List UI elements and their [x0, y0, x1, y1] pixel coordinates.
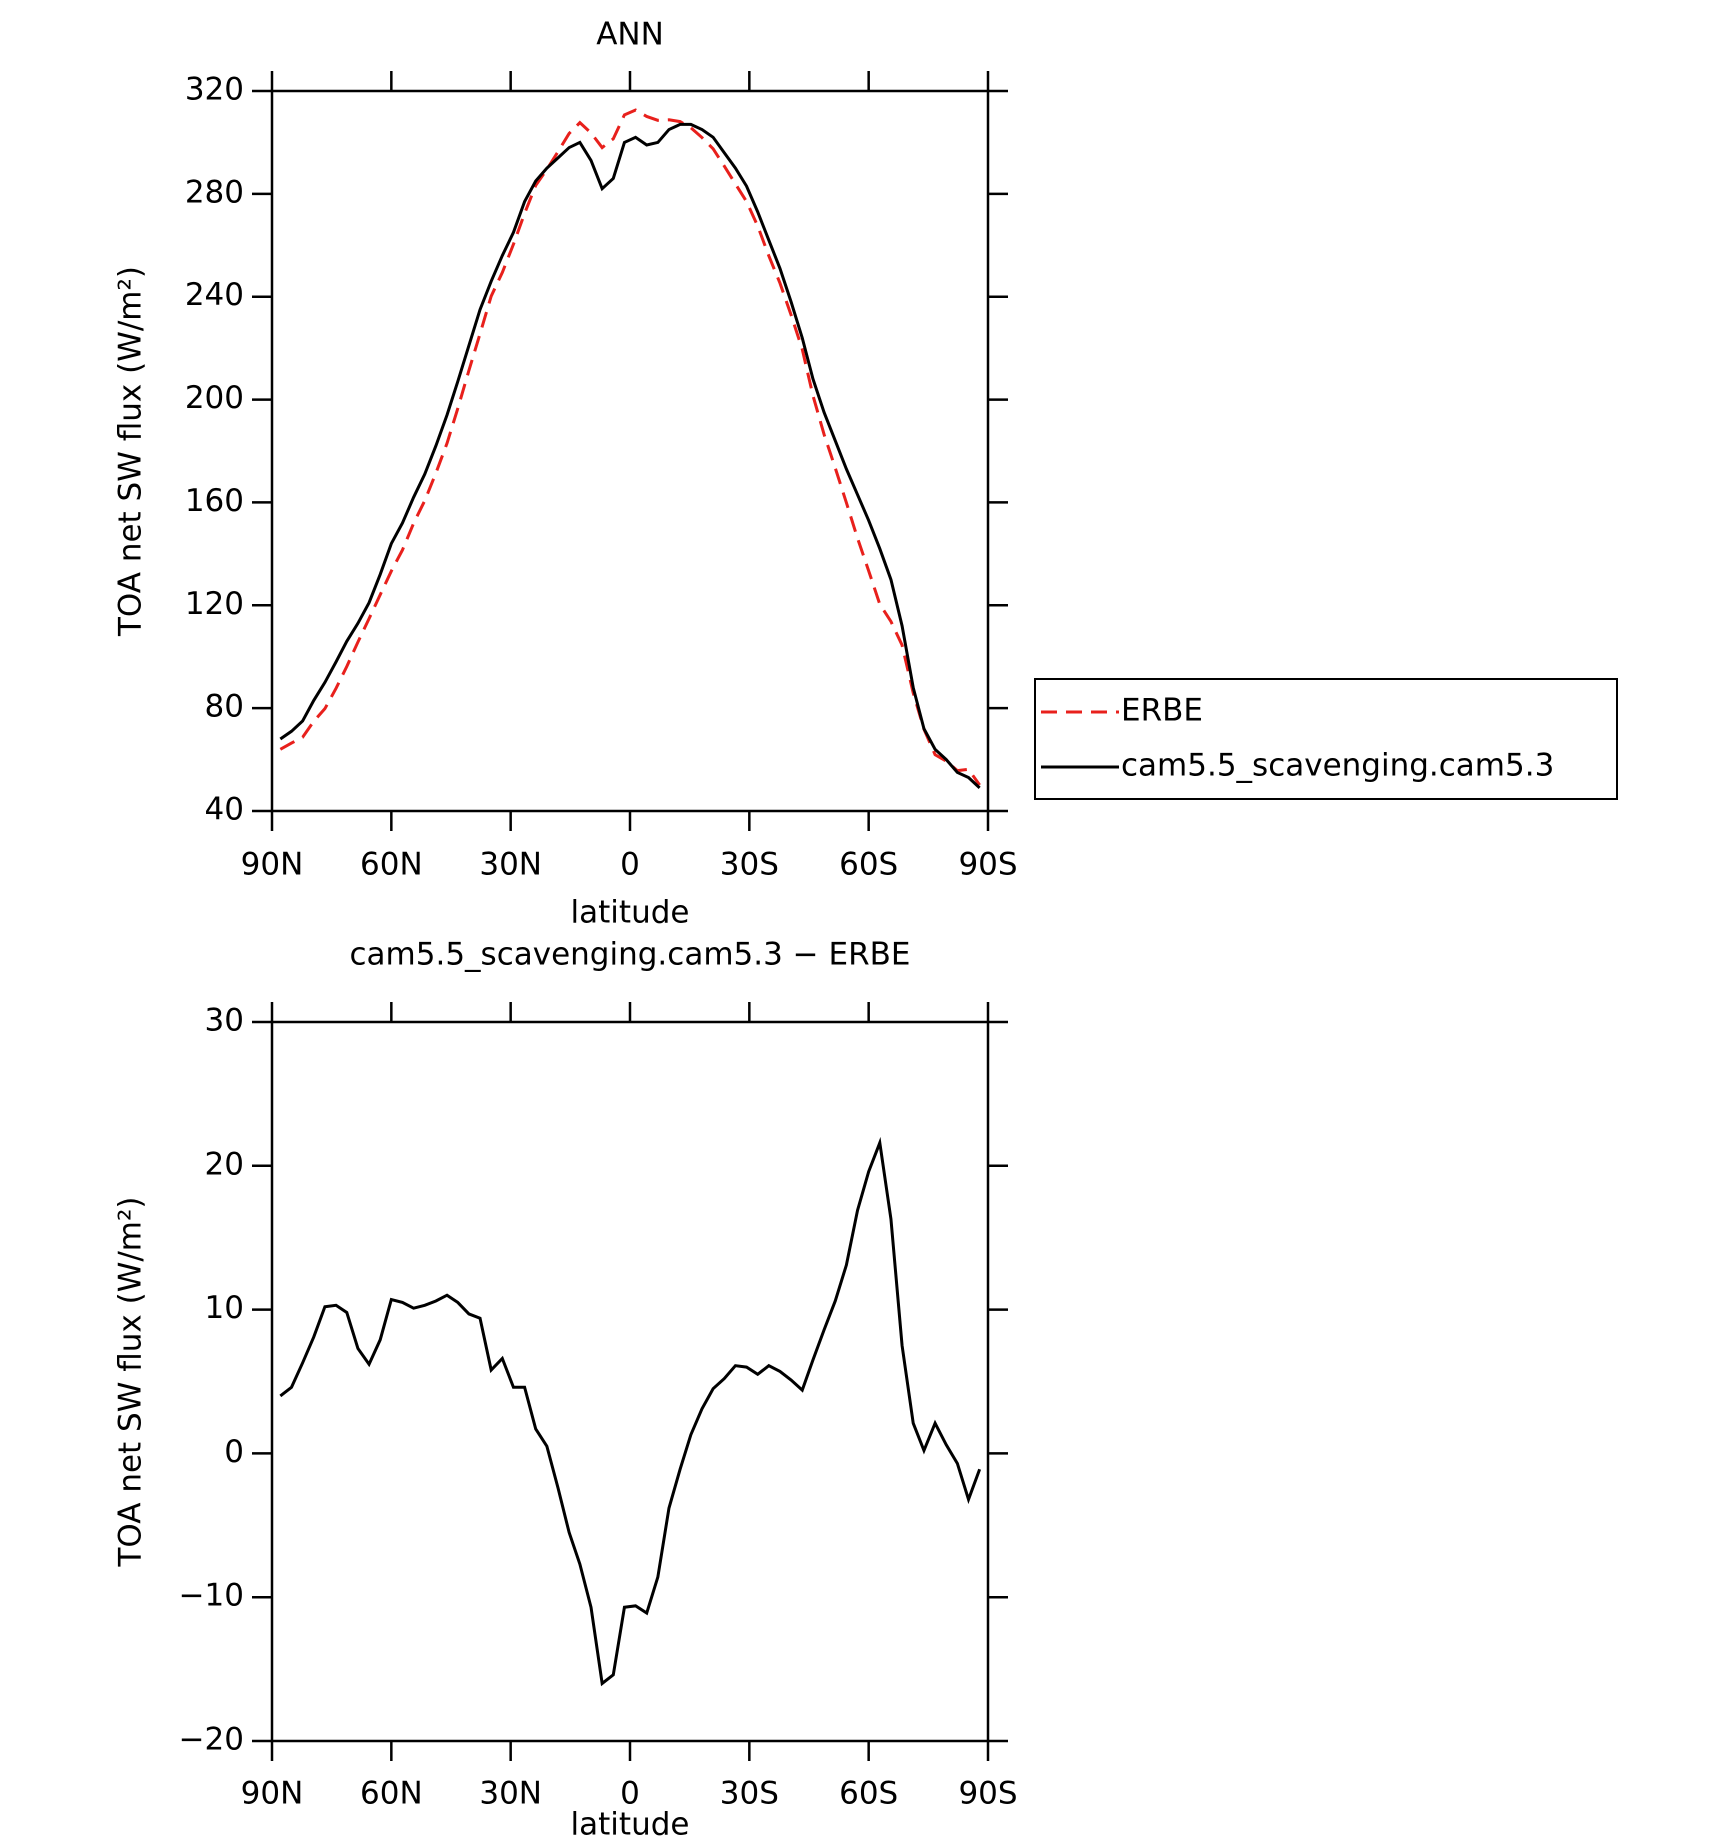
- x-tick-label: 30S: [720, 847, 779, 883]
- legend-box: [1034, 678, 1618, 800]
- x-tick-label: 0: [620, 1776, 640, 1812]
- y-tick-label: 20: [205, 1146, 244, 1182]
- y-tick-label: 80: [205, 689, 244, 725]
- x-tick-label: 30S: [720, 1776, 779, 1812]
- x-tick-label: 60N: [360, 1776, 423, 1812]
- y-tick-label: 40: [205, 792, 244, 828]
- y-tick-label: 0: [224, 1434, 244, 1470]
- data-line: [279, 122, 981, 789]
- legend-label: cam5.5_scavenging.cam5.3: [1121, 748, 1554, 784]
- y-tick-label: 200: [185, 380, 244, 416]
- y-axis-label: TOA net SW flux (W/m²): [113, 1196, 149, 1567]
- x-tick-label: 60S: [839, 1776, 898, 1812]
- legend-label: ERBE: [1121, 693, 1203, 729]
- x-tick-label: 60N: [360, 847, 423, 883]
- chart-title: cam5.5_scavenging.cam5.3 − ERBE: [350, 937, 911, 973]
- y-tick-label: 320: [185, 72, 244, 108]
- x-tick-label: 90S: [958, 1776, 1017, 1812]
- x-tick-label: 30N: [479, 847, 542, 883]
- x-tick-label: 0: [620, 847, 640, 883]
- x-tick-label: 60S: [839, 847, 898, 883]
- y-axis-label: TOA net SW flux (W/m²): [113, 266, 149, 637]
- y-tick-label: 30: [205, 1003, 244, 1039]
- y-tick-label: −20: [179, 1722, 244, 1758]
- y-tick-label: 120: [185, 586, 244, 622]
- y-tick-label: 280: [185, 174, 244, 210]
- data-line: [279, 1136, 982, 1687]
- x-tick-label: 90N: [241, 1776, 304, 1812]
- x-axis-label: latitude: [571, 895, 690, 931]
- data-line: [279, 108, 981, 786]
- plot-frame: [270, 1020, 990, 1743]
- x-tick-label: 30N: [479, 1776, 542, 1812]
- y-tick-label: 160: [185, 483, 244, 519]
- chart-title: ANN: [596, 17, 664, 53]
- y-tick-label: −10: [179, 1578, 244, 1614]
- y-tick-label: 240: [185, 277, 244, 313]
- x-axis-label: latitude: [571, 1807, 690, 1843]
- plot-frame: [270, 89, 990, 813]
- x-tick-label: 90N: [241, 847, 304, 883]
- x-tick-label: 90S: [958, 847, 1017, 883]
- y-tick-label: 10: [205, 1290, 244, 1326]
